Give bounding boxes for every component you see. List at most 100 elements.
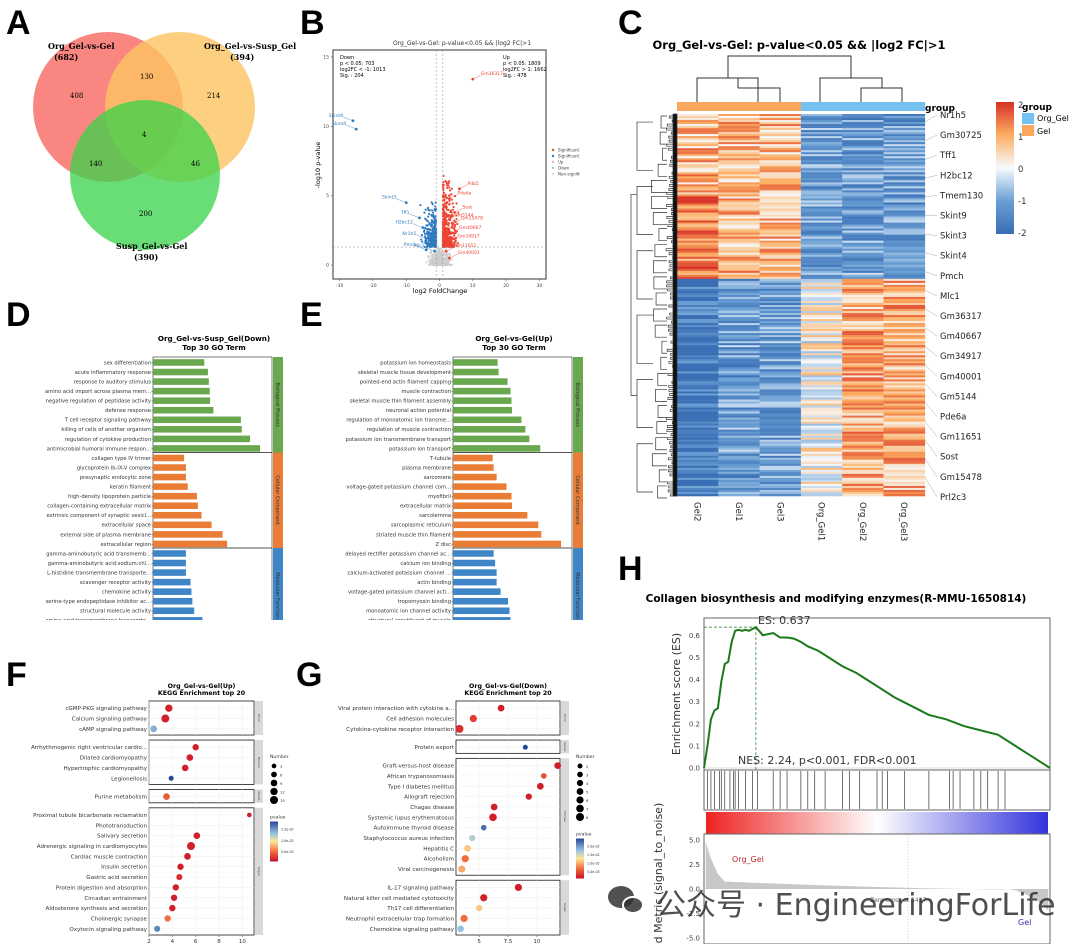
heatmap-row-label: Gm11651: [940, 433, 982, 443]
heatmap-cell: [718, 329, 760, 332]
kegg-term-label: Allograft rejection: [404, 795, 454, 801]
go-bar: [153, 531, 223, 538]
kegg-dot: [165, 704, 173, 712]
go-term-label: muscle contraction: [401, 389, 451, 395]
heatmap-row-label: Skint9: [940, 212, 967, 222]
volcano-point-up: [450, 240, 453, 243]
heatmap-cell: [759, 260, 802, 264]
go-term-label: acute inflammatory response: [75, 370, 151, 376]
heatmap-cell: [718, 194, 760, 197]
heatmap-cell: [677, 192, 719, 195]
heatmap-cell: [718, 421, 760, 424]
heatmap-cell: [883, 471, 926, 475]
heatmap-cell: [883, 296, 926, 300]
heatmap-cell: [842, 272, 884, 276]
heatmap-cell: [759, 413, 802, 416]
heatmap-cell: [677, 313, 719, 316]
go-term-label: amino acid import across plasma mem...: [45, 389, 151, 395]
heatmap-cell: [718, 469, 760, 473]
heatmap-cell: [759, 489, 802, 493]
kegg-size-legend-label: 2: [586, 764, 589, 769]
go-term-label: external side of plasma membrane: [60, 532, 151, 538]
heatmap-cell: [800, 435, 843, 438]
heatmap-cell: [883, 389, 926, 392]
heatmap-cell: [883, 441, 926, 445]
heatmap-cell: [677, 415, 719, 418]
volcano-point-up: [446, 235, 449, 238]
heatmap-cell: [800, 238, 843, 241]
heatmap-cell: [842, 236, 884, 239]
heatmap-cell: [677, 116, 719, 119]
heatmap-cell: [800, 144, 843, 147]
kegg-dot: [150, 725, 157, 733]
heatmap-cell: [759, 142, 802, 145]
volcano-point-up: [451, 214, 454, 217]
heatmap-cell: [718, 260, 760, 264]
go-term-label: structural molecule activity: [80, 609, 151, 615]
heatmap-cell: [842, 134, 884, 137]
heatmap-cell: [759, 228, 802, 231]
heatmap-cell: [800, 146, 843, 149]
heatmap-cell: [800, 379, 843, 382]
heatmap-colorbar-tick: -2: [1018, 229, 1026, 239]
kegg-dot: [455, 724, 464, 733]
heatmap-cell: [677, 298, 719, 302]
heatmap-cell: [677, 365, 719, 368]
heatmap-cell: [677, 323, 719, 326]
volcano-labeled-point: [453, 210, 456, 214]
volcano-label-leader: [472, 74, 481, 80]
heatmap-cell: [842, 373, 884, 376]
kegg-facet-label: Organ: [563, 903, 567, 912]
heatmap-cell: [842, 294, 884, 298]
volcano-down-p: p < 0.05: 703: [340, 61, 375, 67]
dendrogram-branch: [666, 316, 677, 320]
heatmap-cell: [883, 317, 926, 320]
heatmap-cell: [759, 463, 802, 467]
volcano-point-nonsig: [429, 263, 432, 266]
volcano-point-nonsig: [425, 261, 428, 264]
heatmap-cell: [759, 435, 802, 438]
heatmap-cell: [800, 268, 843, 272]
heatmap-cell: [842, 347, 884, 350]
volcano-point-up: [443, 224, 446, 227]
heatmap-cell: [842, 194, 884, 197]
volcano-point-up: [442, 243, 445, 246]
heatmap-cell: [883, 419, 926, 422]
heatmap-cell: [759, 325, 802, 328]
heatmap-cell: [718, 198, 760, 201]
heatmap-cell: [677, 377, 719, 380]
volcano-point-down: [432, 238, 436, 242]
heatmap-cell: [883, 451, 926, 455]
heatmap-cell: [842, 274, 884, 278]
heatmap-cell: [883, 363, 926, 366]
volcano-point-up: [454, 239, 457, 242]
heatmap-cell: [842, 220, 884, 223]
heatmap-cell: [759, 377, 802, 380]
heatmap-cell: [842, 345, 884, 348]
heatmap-cell: [759, 138, 802, 141]
heatmap-cell: [759, 425, 802, 428]
heatmap-cell: [883, 182, 926, 185]
heatmap-cell: [718, 427, 760, 430]
volcano-label-leader: [346, 124, 357, 130]
heatmap-cell: [718, 288, 760, 292]
heatmap-cell: [800, 204, 843, 207]
heatmap-cell: [759, 381, 802, 384]
panel-label-h: H: [618, 550, 643, 588]
heatmap-cell: [759, 319, 802, 322]
heatmap-cell: [759, 323, 802, 326]
heatmap-cell: [718, 156, 760, 159]
heatmap-cell: [759, 218, 802, 221]
heatmap-cell: [718, 457, 760, 461]
kegg-term-label: Systemic lupus erythematosus: [368, 815, 454, 821]
heatmap-legend-title: group: [1022, 103, 1052, 113]
heatmap-cell: [718, 220, 760, 223]
kegg-dot-plot-f: Org_Gel-vs-Gel(Up)KEGG Enrichment top 20…: [31, 683, 294, 944]
kegg-color-legend-label: 1.5e-02: [281, 828, 294, 832]
heatmap-cell: [883, 248, 926, 252]
volcano-point-up: [448, 199, 451, 203]
heatmap-cell: [718, 411, 760, 414]
volcano-label-leader: [396, 198, 407, 203]
heatmap-cell: [800, 200, 843, 203]
volcano-point-nonsig: [447, 259, 450, 262]
